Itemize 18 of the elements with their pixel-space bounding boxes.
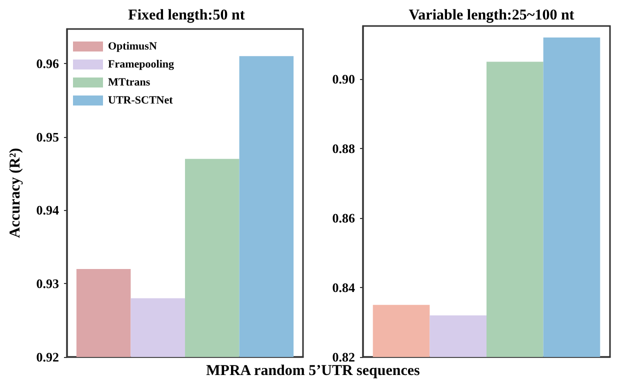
- y-tick-label: 0.86: [332, 210, 356, 226]
- y-tick-label: 0.93: [36, 276, 60, 292]
- y-tick-label: 0.95: [36, 129, 60, 144]
- y-tick-label: 0.92: [36, 350, 59, 364]
- y-tick-label: 0.90: [332, 72, 355, 87]
- legend-label: MTtrans: [108, 76, 151, 88]
- chart-title: Variable length:25~100 nt: [408, 8, 574, 24]
- y-axis-title: Accuracy (R²): [8, 148, 24, 238]
- legend-label: UTR-SCTNet: [108, 94, 174, 106]
- y-tick-label: 0.82: [332, 350, 355, 364]
- y-tick-label: 0.96: [36, 56, 60, 71]
- y-tick-label: 0.94: [36, 202, 60, 218]
- x-axis-title: MPRA random 5’UTR sequences: [205, 363, 421, 380]
- y-tick-label: 0.84: [332, 280, 356, 296]
- y-tick-label: 0.88: [332, 141, 356, 156]
- legend-label: Framepooling: [108, 58, 174, 70]
- chart-title: Fixed length:50 nt: [128, 8, 245, 24]
- legend-label: OptimusN: [108, 40, 157, 52]
